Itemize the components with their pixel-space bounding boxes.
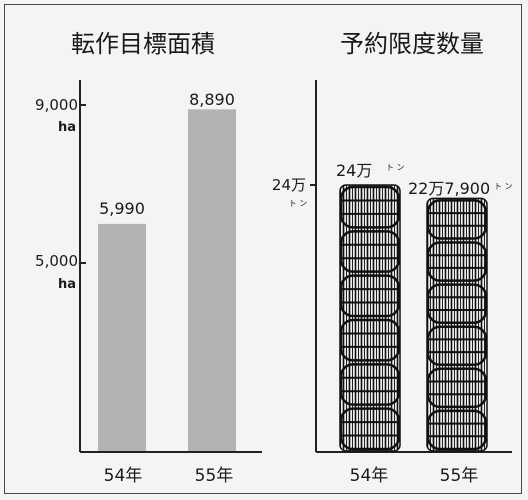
area-chart-panel: 転作目標面積 9,000 ha 5,000 ha 5,990 8,890 54年… [35,30,262,486]
quota-bar-unit-54: ト ン [386,163,405,172]
quota-bar-unit-55: ト ン [494,182,513,191]
area-tick-label-9000: 9,000 [35,96,78,114]
area-bar-54 [98,223,146,451]
area-tick-unit-9000: ha [58,120,76,135]
rice-bale [339,363,401,406]
rice-bale [339,230,401,273]
quota-category-54: 54年 [350,466,389,486]
area-tick-unit-5000: ha [58,277,76,292]
area-bar-label-54: 5,990 [99,199,145,218]
quota-chart-panel: 予約限度数量 24万 ト ン 24万 ト ン 22万7,900 ト ン 54年 … [272,30,513,486]
area-category-55: 55年 [195,466,234,486]
rice-bale [426,409,488,451]
chart-border [4,4,522,494]
area-bar-label-55: 8,890 [189,90,235,109]
area-chart-title: 転作目標面積 [71,30,215,58]
quota-bar-label-54: 24万 [336,161,372,180]
quota-bar-55 [426,197,488,452]
rice-bale [426,199,488,240]
rice-bale-column [339,184,401,452]
rice-bale [339,185,401,229]
quota-tick-unit-24man: ト ン [289,199,308,208]
rice-bale-column [426,197,488,452]
rice-bale [339,318,401,362]
area-tick-label-5000: 5,000 [35,252,78,270]
rice-bale [426,241,488,282]
area-bar-55 [188,109,236,451]
quota-category-55: 55年 [440,466,479,486]
quota-tick-label-24man: 24万 [272,176,306,194]
quota-bar-54 [339,184,401,452]
quota-chart-title: 予約限度数量 [340,30,484,58]
rice-bale [426,367,488,409]
rice-bale [426,283,488,324]
area-category-54: 54年 [104,466,143,486]
quota-bar-label-55: 22万7,900 [408,179,490,198]
rice-bale [339,274,401,318]
rice-bale [339,407,401,451]
rice-bale [426,325,488,367]
